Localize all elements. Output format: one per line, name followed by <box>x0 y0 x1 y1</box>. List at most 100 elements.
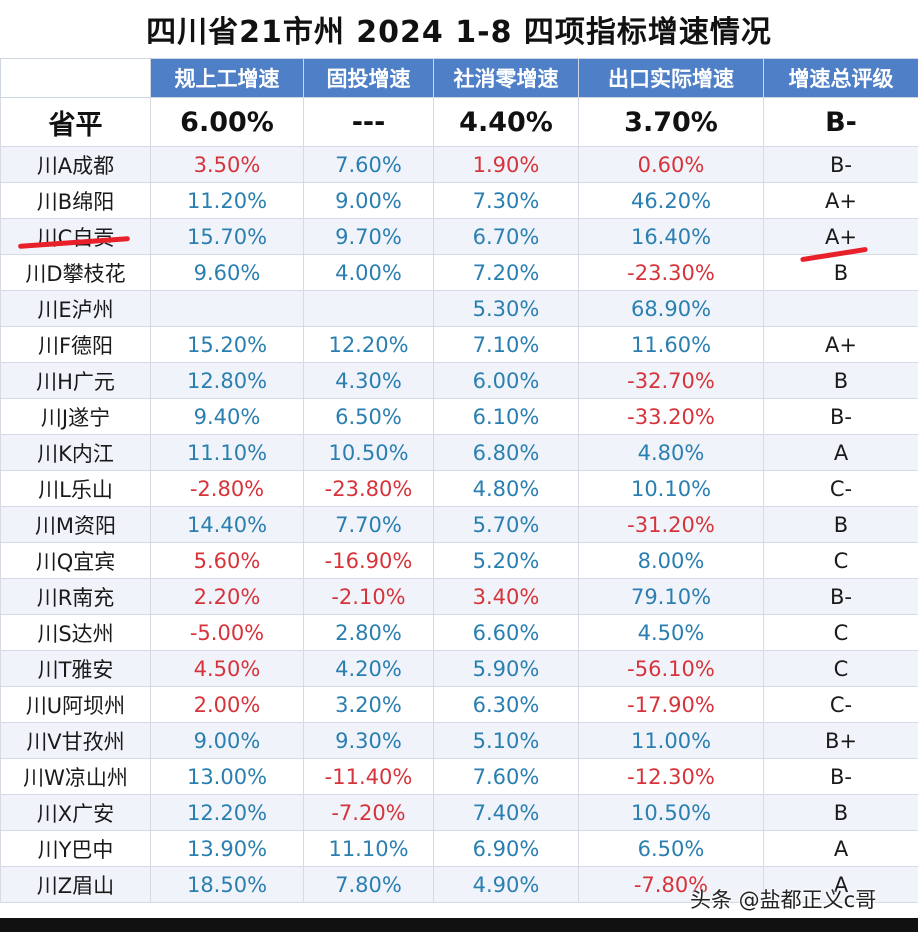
city-name: 川R南充 <box>0 578 151 615</box>
cell-retail: 7.10% <box>433 326 579 363</box>
city-name: 川F德阳 <box>0 326 151 363</box>
cell-investment: -7.20% <box>303 794 434 831</box>
header-retail-sales-growth: 社消零增速 <box>433 58 579 98</box>
cell-retail: 4.80% <box>433 470 579 507</box>
cell-export: 79.10% <box>578 578 764 615</box>
cell-industrial: 9.40% <box>150 398 304 435</box>
cell-industrial: 11.20% <box>150 182 304 219</box>
cell-rating: B <box>763 254 918 291</box>
average-label: 省平 <box>0 97 151 147</box>
cell-rating: B <box>763 506 918 543</box>
cell-industrial: 2.20% <box>150 578 304 615</box>
cell-export: -31.20% <box>578 506 764 543</box>
cell-retail: 5.20% <box>433 542 579 579</box>
cell-retail: 6.90% <box>433 830 579 867</box>
cell-industrial: 15.70% <box>150 218 304 255</box>
city-name: 川Y巴中 <box>0 830 151 867</box>
cell-rating <box>763 290 918 327</box>
city-name: 川T雅安 <box>0 650 151 687</box>
cell-retail: 7.40% <box>433 794 579 831</box>
table-row: 川T雅安 4.50% 4.20% 5.90% -56.10% C <box>0 650 918 687</box>
cell-export: -12.30% <box>578 758 764 795</box>
header-industrial-growth: 规上工增速 <box>150 58 304 98</box>
table-row: 川Q宜宾 5.60% -16.90% 5.20% 8.00% C <box>0 542 918 579</box>
cell-investment: -16.90% <box>303 542 434 579</box>
cell-retail: 5.70% <box>433 506 579 543</box>
table-row: 川K内江 11.10% 10.50% 6.80% 4.80% A <box>0 434 918 471</box>
cell-investment: 11.10% <box>303 830 434 867</box>
cell-retail: 6.10% <box>433 398 579 435</box>
header-export-growth: 出口实际增速 <box>578 58 764 98</box>
cell-export: -32.70% <box>578 362 764 399</box>
cell-investment: -11.40% <box>303 758 434 795</box>
cell-retail: 6.80% <box>433 434 579 471</box>
cell-retail: 5.10% <box>433 722 579 759</box>
cell-industrial: -5.00% <box>150 614 304 651</box>
cell-export: 10.10% <box>578 470 764 507</box>
average-rating: B- <box>763 97 918 147</box>
cell-industrial <box>150 290 304 327</box>
cell-investment: 9.70% <box>303 218 434 255</box>
cell-retail: 7.20% <box>433 254 579 291</box>
cell-investment: 10.50% <box>303 434 434 471</box>
cell-industrial: 13.00% <box>150 758 304 795</box>
city-name: 川S达州 <box>0 614 151 651</box>
cell-retail: 5.90% <box>433 650 579 687</box>
cell-industrial: 15.20% <box>150 326 304 363</box>
cell-export: 10.50% <box>578 794 764 831</box>
cell-retail: 6.00% <box>433 362 579 399</box>
table-row: 川F德阳 15.20% 12.20% 7.10% 11.60% A+ <box>0 326 918 363</box>
bottom-bar <box>0 918 918 932</box>
city-name: 川D攀枝花 <box>0 254 151 291</box>
cell-rating: A <box>763 434 918 471</box>
cell-rating: A+ <box>763 218 918 255</box>
cell-rating: C <box>763 614 918 651</box>
cell-rating: C <box>763 650 918 687</box>
city-name: 川H广元 <box>0 362 151 399</box>
city-name: 川A成都 <box>0 146 151 183</box>
cell-rating: C <box>763 542 918 579</box>
cell-rating: A+ <box>763 326 918 363</box>
cell-retail: 7.30% <box>433 182 579 219</box>
cell-rating: A <box>763 866 918 903</box>
city-name: 川J遂宁 <box>0 398 151 435</box>
cell-export: 0.60% <box>578 146 764 183</box>
cell-rating: C- <box>763 470 918 507</box>
province-average-row: 省平 6.00% --- 4.40% 3.70% B- <box>0 97 918 147</box>
cell-retail: 7.60% <box>433 758 579 795</box>
cell-industrial: 12.20% <box>150 794 304 831</box>
city-name: 川Z眉山 <box>0 866 151 903</box>
cell-industrial: 2.00% <box>150 686 304 723</box>
city-name: 川M资阳 <box>0 506 151 543</box>
table-row: 川X广安 12.20% -7.20% 7.40% 10.50% B <box>0 794 918 831</box>
average-retail: 4.40% <box>433 97 579 147</box>
cell-investment: -23.80% <box>303 470 434 507</box>
cell-retail: 4.90% <box>433 866 579 903</box>
cell-rating: B- <box>763 578 918 615</box>
cell-industrial: 18.50% <box>150 866 304 903</box>
cell-rating: A+ <box>763 182 918 219</box>
cell-industrial: 12.80% <box>150 362 304 399</box>
cell-retail: 6.70% <box>433 218 579 255</box>
cell-rating: A <box>763 830 918 867</box>
cell-export: 6.50% <box>578 830 764 867</box>
table-row: 川C自贡 15.70% 9.70% 6.70% 16.40% A+ <box>0 218 918 255</box>
cell-rating: B- <box>763 398 918 435</box>
average-industrial: 6.00% <box>150 97 304 147</box>
cell-investment: 9.30% <box>303 722 434 759</box>
average-investment: --- <box>303 97 434 147</box>
cell-export: 11.60% <box>578 326 764 363</box>
cell-investment: 12.20% <box>303 326 434 363</box>
table-row: 川Z眉山 18.50% 7.80% 4.90% -7.80% A <box>0 866 918 903</box>
cell-investment: 3.20% <box>303 686 434 723</box>
cell-retail: 6.60% <box>433 614 579 651</box>
header-city <box>0 58 151 98</box>
cell-investment: 9.00% <box>303 182 434 219</box>
table-row: 川Y巴中 13.90% 11.10% 6.90% 6.50% A <box>0 830 918 867</box>
city-name: 川B绵阳 <box>0 182 151 219</box>
cell-industrial: 9.00% <box>150 722 304 759</box>
city-name: 川L乐山 <box>0 470 151 507</box>
cell-investment: 6.50% <box>303 398 434 435</box>
cell-industrial: 4.50% <box>150 650 304 687</box>
city-name: 川U阿坝州 <box>0 686 151 723</box>
